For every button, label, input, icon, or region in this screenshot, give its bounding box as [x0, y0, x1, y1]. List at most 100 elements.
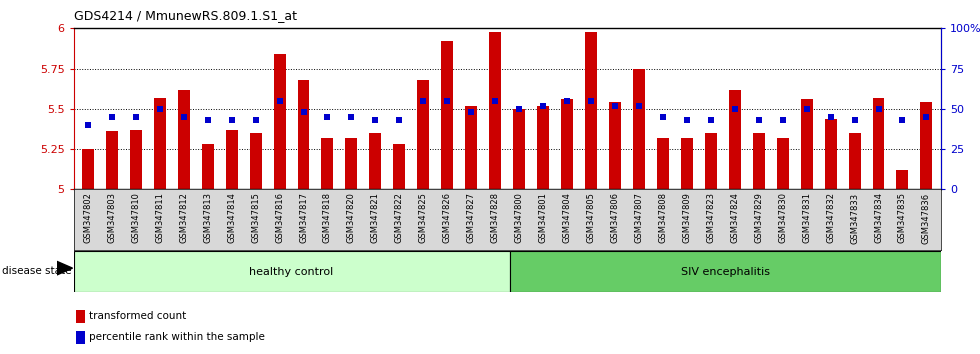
Bar	[177, 90, 190, 189]
Point	[895, 117, 910, 123]
Bar	[537, 105, 549, 189]
Text: GSM347804: GSM347804	[563, 193, 571, 243]
Bar	[82, 149, 94, 189]
Bar	[74, 251, 510, 292]
Bar	[250, 133, 262, 189]
Bar	[202, 144, 214, 189]
Text: GSM347832: GSM347832	[826, 193, 835, 244]
Text: GSM347816: GSM347816	[275, 193, 284, 244]
Bar	[417, 80, 429, 189]
Text: GSM347830: GSM347830	[778, 193, 787, 244]
Text: GSM347822: GSM347822	[395, 193, 404, 243]
Bar	[273, 54, 285, 189]
Bar	[585, 32, 597, 189]
Bar	[225, 130, 237, 189]
Text: GSM347810: GSM347810	[131, 193, 140, 243]
Bar	[633, 69, 645, 189]
Bar	[777, 138, 789, 189]
Point	[918, 114, 934, 120]
Point	[319, 114, 335, 120]
Bar	[441, 41, 453, 189]
Point	[751, 117, 766, 123]
Bar	[514, 109, 525, 189]
Bar	[562, 99, 573, 189]
Point	[344, 114, 360, 120]
Text: GSM347835: GSM347835	[898, 193, 907, 244]
Point	[727, 106, 743, 112]
Point	[847, 117, 862, 123]
Text: GSM347809: GSM347809	[682, 193, 691, 243]
Bar	[321, 138, 333, 189]
Point	[104, 114, 120, 120]
Text: GSM347811: GSM347811	[155, 193, 165, 243]
Text: GSM347805: GSM347805	[586, 193, 596, 243]
Text: GSM347829: GSM347829	[755, 193, 763, 243]
Bar	[345, 138, 358, 189]
Point	[80, 122, 96, 128]
Point	[512, 106, 527, 112]
Point	[535, 103, 551, 108]
Point	[775, 117, 791, 123]
Text: GSM347834: GSM347834	[874, 193, 883, 244]
Point	[464, 109, 479, 115]
Text: GSM347802: GSM347802	[83, 193, 92, 243]
Text: GSM347808: GSM347808	[659, 193, 667, 244]
Text: GSM347814: GSM347814	[227, 193, 236, 243]
Point	[152, 106, 168, 112]
Bar	[729, 90, 741, 189]
Bar	[298, 80, 310, 189]
Bar	[920, 102, 932, 189]
Point	[703, 117, 718, 123]
Point	[487, 98, 503, 104]
Text: SIV encephalitis: SIV encephalitis	[681, 267, 769, 277]
Text: GSM347807: GSM347807	[634, 193, 644, 244]
Point	[679, 117, 695, 123]
Bar	[849, 133, 860, 189]
Text: transformed count: transformed count	[89, 311, 186, 321]
Point	[248, 117, 264, 123]
Text: GSM347813: GSM347813	[203, 193, 212, 244]
Text: GSM347817: GSM347817	[299, 193, 308, 244]
Polygon shape	[57, 261, 73, 275]
Text: GSM347820: GSM347820	[347, 193, 356, 243]
Text: GSM347806: GSM347806	[611, 193, 619, 244]
Bar	[369, 133, 381, 189]
Text: GSM347836: GSM347836	[922, 193, 931, 244]
Point	[870, 106, 886, 112]
Bar	[657, 138, 669, 189]
Bar	[466, 105, 477, 189]
Point	[223, 117, 239, 123]
Text: GSM347800: GSM347800	[514, 193, 523, 243]
Text: GSM347825: GSM347825	[418, 193, 428, 243]
Bar	[753, 133, 764, 189]
Point	[583, 98, 599, 104]
Text: disease state: disease state	[2, 266, 72, 276]
Bar	[872, 98, 885, 189]
Bar	[681, 138, 693, 189]
Bar	[801, 99, 812, 189]
Point	[560, 98, 575, 104]
Point	[823, 114, 839, 120]
Text: GSM347823: GSM347823	[707, 193, 715, 244]
Text: GSM347818: GSM347818	[323, 193, 332, 244]
Point	[439, 98, 455, 104]
Text: healthy control: healthy control	[249, 267, 333, 277]
Text: GSM347831: GSM347831	[803, 193, 811, 244]
Bar	[393, 144, 406, 189]
Bar	[609, 102, 621, 189]
Bar	[824, 119, 837, 189]
Text: GSM347826: GSM347826	[443, 193, 452, 244]
Text: GSM347821: GSM347821	[370, 193, 380, 243]
Point	[799, 106, 814, 112]
Point	[175, 114, 191, 120]
Bar	[154, 98, 166, 189]
Point	[391, 117, 407, 123]
Bar	[897, 170, 908, 189]
Point	[655, 114, 670, 120]
Point	[271, 98, 287, 104]
Point	[296, 109, 312, 115]
Text: percentile rank within the sample: percentile rank within the sample	[89, 332, 265, 342]
Point	[200, 117, 216, 123]
Text: GSM347828: GSM347828	[491, 193, 500, 244]
Text: GSM347824: GSM347824	[730, 193, 739, 243]
